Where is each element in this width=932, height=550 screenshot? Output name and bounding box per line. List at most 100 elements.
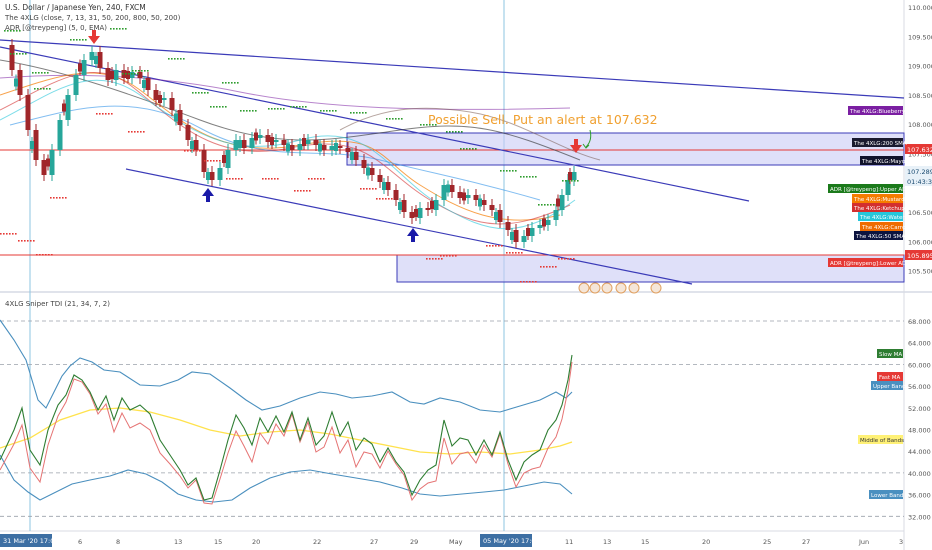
signal-dot	[237, 82, 239, 84]
indicator-label[interactable]: The 4XLG:Water	[859, 215, 905, 221]
range-end-text: 05 May '20 17:00	[483, 537, 540, 545]
signal-dot	[231, 82, 233, 84]
signal-dot	[523, 176, 525, 178]
candlestick-series[interactable]	[9, 39, 577, 248]
signal-dot	[562, 180, 564, 182]
candle-body	[49, 150, 55, 175]
candle-body	[377, 175, 383, 182]
candle-body	[350, 152, 354, 160]
signal-dot	[455, 131, 457, 133]
tdi-label[interactable]: Fast MA	[879, 375, 901, 381]
annotation-text[interactable]: Possible Sell. Put an alert at 107.632	[428, 112, 658, 127]
signal-dot	[362, 112, 364, 114]
down-arrow-icon	[570, 139, 582, 153]
signal-dot	[147, 70, 149, 72]
price-tick-label: 106.000	[908, 238, 932, 246]
signal-dot	[515, 170, 517, 172]
signal-dot	[571, 180, 573, 182]
upper-trend-line[interactable]	[0, 39, 905, 99]
candle-body	[257, 135, 263, 138]
candle-body	[126, 71, 130, 79]
candle-body	[568, 172, 572, 180]
signal-dot	[113, 28, 115, 30]
indicator-label[interactable]: The 4XLG:Ketchup	[853, 206, 905, 212]
tdi-tick-label: 68.000	[908, 318, 931, 326]
candle-body	[17, 70, 23, 95]
signal-dot	[47, 72, 49, 74]
support-zone[interactable]	[396, 254, 905, 283]
indicator-adr-title[interactable]: ADR [@treypeng] (5, 0, EMA)	[5, 24, 107, 32]
signal-dot	[128, 131, 130, 133]
candle-body	[33, 130, 39, 160]
candle-body	[521, 236, 527, 242]
tdi-labels[interactable]: Slow MA Fast MA Upper Band Middle of Bands L…	[858, 349, 906, 499]
signal-dot	[446, 255, 448, 257]
signal-dot	[62, 197, 64, 199]
signal-dot	[41, 72, 43, 74]
signal-dot	[520, 281, 522, 283]
indicator-label[interactable]: The 4XLG:50 SMA	[855, 234, 905, 240]
signal-dot	[19, 30, 21, 32]
time-tick-label: 13	[174, 538, 182, 546]
indicator-label[interactable]: The 4XLG:Mustard	[853, 197, 905, 203]
indicator-label[interactable]: The 4XLG:200 SMA	[853, 141, 907, 147]
event-icons[interactable]	[578, 282, 662, 294]
signal-dot	[105, 113, 107, 115]
signal-dot	[12, 233, 14, 235]
signal-dot	[76, 39, 78, 41]
signal-dot	[314, 178, 316, 180]
signal-dot	[187, 150, 189, 152]
indicator-label[interactable]: The 4XLG:Carrot	[861, 225, 908, 231]
signal-dot	[574, 180, 576, 182]
candle-body	[62, 103, 66, 112]
signal-dot	[305, 106, 307, 108]
signal-dot	[280, 108, 282, 110]
signal-dot	[547, 204, 549, 206]
signal-dot	[50, 197, 52, 199]
price-tick-label: 105.500	[908, 268, 932, 276]
signal-dot	[32, 72, 34, 74]
signal-dot	[193, 150, 195, 152]
indicator-label-bg	[858, 212, 903, 221]
signal-dot	[466, 148, 468, 150]
candle-body	[129, 72, 135, 78]
resistance-zone[interactable]	[346, 132, 905, 166]
indicator-label[interactable]: The 4XLG:Blueberry	[849, 109, 906, 115]
tdi-tick-label: 64.000	[908, 340, 931, 348]
signal-dot	[568, 180, 570, 182]
signal-dot	[226, 178, 228, 180]
indicator-label[interactable]: ADR [@treypeng]:Upper ADR	[830, 187, 910, 193]
time-tick-label: 27	[802, 538, 810, 546]
tdi-label[interactable]: Lower Band	[871, 493, 903, 499]
signal-dot	[262, 178, 264, 180]
signal-dot	[59, 197, 61, 199]
signal-dot	[70, 39, 72, 41]
signal-dot	[219, 160, 221, 162]
signal-dot	[268, 108, 270, 110]
tdi-label[interactable]: Slow MA	[879, 352, 902, 358]
tdi-label[interactable]: Middle of Bands	[860, 438, 904, 444]
indicator-label[interactable]: The 4XLG:Mayo	[861, 159, 906, 165]
indicator-label[interactable]: ADR [@treypeng]:Lower ADR	[830, 261, 910, 267]
signal-dot	[486, 245, 488, 247]
signal-dot	[277, 108, 279, 110]
tdi-label[interactable]: Upper Band	[873, 384, 906, 390]
lower-trend-line[interactable]	[125, 168, 693, 285]
tdi-tick-label: 56.000	[908, 383, 931, 391]
candle-body	[318, 143, 322, 152]
signal-dot	[274, 178, 276, 180]
candle-body	[249, 138, 255, 148]
tdi-axis[interactable]: 68.000 64.000 60.000 56.000 52.000 48.000 44.0…	[908, 318, 931, 521]
candle-body	[30, 141, 34, 149]
signal-dot	[458, 131, 460, 133]
price-axis[interactable]: 110.000 109.500 109.000 108.500 108.000 107.5…	[908, 4, 932, 276]
signal-dot	[552, 266, 554, 268]
candle-body	[97, 52, 103, 68]
tdi-title[interactable]: 4XLG Sniper TDI (21, 34, 7, 2)	[5, 300, 110, 308]
signal-dot	[36, 254, 38, 256]
indicator-4xlg-title[interactable]: The 4XLG (close, 7, 13, 31, 50, 200, 800…	[4, 14, 181, 22]
candle-body	[177, 110, 183, 125]
indicator-labels[interactable]: The 4XLG:Blueberry The 4XLG:200 SMA The 4X…	[828, 106, 910, 267]
candle-body	[270, 137, 274, 145]
